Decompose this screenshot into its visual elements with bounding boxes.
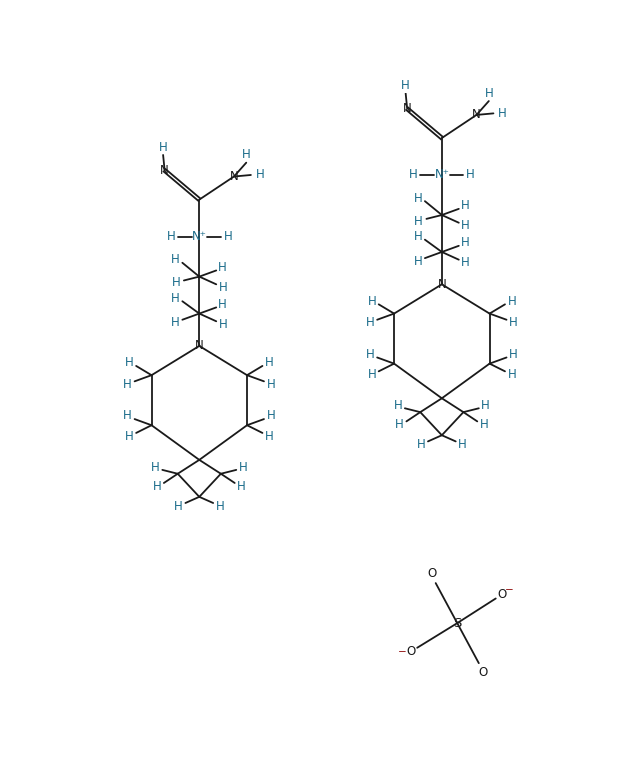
Text: H: H <box>414 191 423 205</box>
Text: H: H <box>265 356 274 370</box>
Text: H: H <box>265 429 274 443</box>
Text: H: H <box>395 418 404 431</box>
Text: H: H <box>171 253 180 266</box>
Text: N⁺: N⁺ <box>435 169 450 181</box>
Text: H: H <box>218 261 227 274</box>
Text: H: H <box>266 409 275 422</box>
Text: H: H <box>266 378 275 391</box>
Text: H: H <box>171 317 180 329</box>
Text: H: H <box>124 378 132 391</box>
Text: H: H <box>237 479 246 492</box>
Text: N: N <box>161 164 169 177</box>
Text: H: H <box>219 281 228 294</box>
Text: H: H <box>152 479 161 492</box>
Text: H: H <box>507 295 516 308</box>
Text: N: N <box>472 108 481 121</box>
Text: H: H <box>125 356 134 370</box>
Text: H: H <box>216 499 224 513</box>
Text: H: H <box>367 368 376 381</box>
Text: N: N <box>403 102 411 115</box>
Text: H: H <box>461 256 470 269</box>
Text: H: H <box>480 418 488 431</box>
Text: N: N <box>438 278 446 291</box>
Text: O: O <box>427 567 436 580</box>
Text: H: H <box>401 79 410 92</box>
Text: H: H <box>458 438 467 451</box>
Text: H: H <box>417 438 426 451</box>
Text: O: O <box>478 666 487 679</box>
Text: H: H <box>239 461 248 474</box>
Text: H: H <box>509 317 518 329</box>
Text: O: O <box>406 645 416 658</box>
Text: H: H <box>366 317 374 329</box>
Text: H: H <box>466 169 475 181</box>
Text: H: H <box>242 149 251 162</box>
Text: H: H <box>219 318 228 331</box>
Text: H: H <box>461 237 470 249</box>
Text: H: H <box>409 169 418 181</box>
Text: N: N <box>229 170 238 183</box>
Text: H: H <box>125 429 134 443</box>
Text: H: H <box>174 499 183 513</box>
Text: H: H <box>366 348 374 361</box>
Text: H: H <box>151 461 160 474</box>
Text: −: − <box>398 647 407 657</box>
Text: H: H <box>171 292 180 305</box>
Text: H: H <box>482 399 490 412</box>
Text: H: H <box>414 254 423 268</box>
Text: O: O <box>497 588 507 601</box>
Text: H: H <box>461 199 470 212</box>
Text: H: H <box>159 141 167 154</box>
Text: H: H <box>461 219 470 233</box>
Text: H: H <box>507 368 516 381</box>
Text: H: H <box>172 276 181 289</box>
Text: H: H <box>223 230 232 243</box>
Text: H: H <box>485 87 493 100</box>
Text: H: H <box>414 230 423 243</box>
Text: H: H <box>166 230 175 243</box>
Text: H: H <box>498 107 507 120</box>
Text: S: S <box>453 617 461 629</box>
Text: H: H <box>218 298 227 311</box>
Text: H: H <box>414 215 423 228</box>
Text: H: H <box>256 169 265 181</box>
Text: N: N <box>195 339 204 352</box>
Text: H: H <box>367 295 376 308</box>
Text: N⁺: N⁺ <box>192 230 207 243</box>
Text: H: H <box>124 409 132 422</box>
Text: −: − <box>505 585 514 595</box>
Text: H: H <box>394 399 403 412</box>
Text: H: H <box>509 348 518 361</box>
